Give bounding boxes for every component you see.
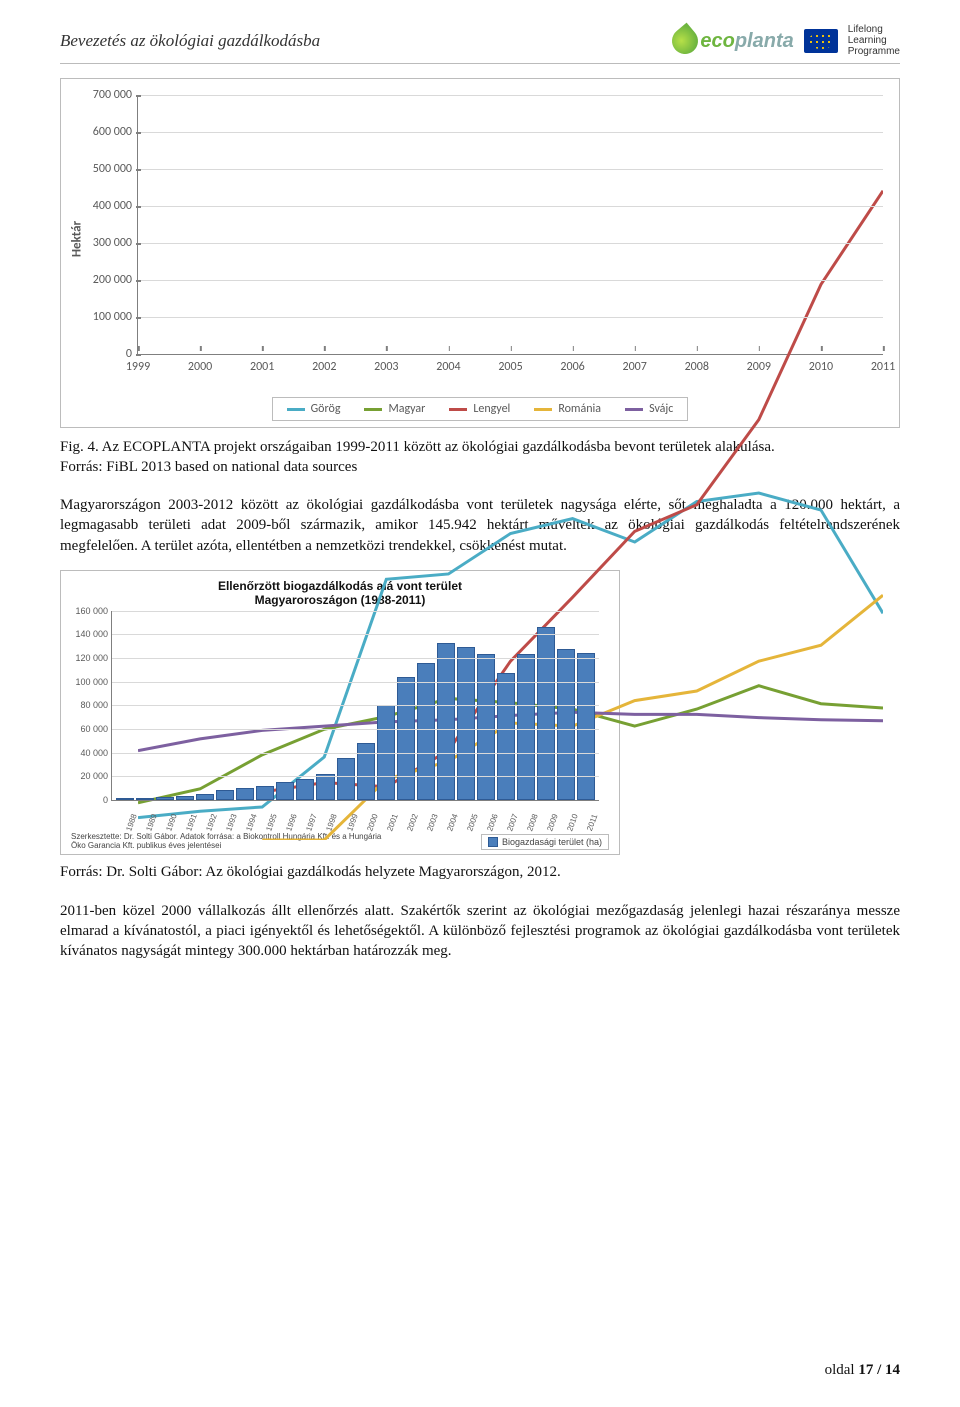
- line-chart-box: Hektár 0100 000200 000300 000400 000500 …: [60, 78, 900, 428]
- bar: 1991: [176, 796, 194, 800]
- ecoplanta-logo: ecoplanta: [672, 28, 793, 54]
- page: Bevezetés az ökológiai gazdálkodásba eco…: [0, 0, 960, 1407]
- bar: 2009: [537, 627, 555, 799]
- bar: 2002: [397, 677, 415, 800]
- bar: 1999: [337, 758, 355, 799]
- bar: 1993: [216, 790, 234, 799]
- bar-source: Forrás: Dr. Solti Gábor: Az ökológiai ga…: [60, 863, 900, 883]
- page-footer: oldal 17 / 14: [825, 1362, 900, 1379]
- bar: 1988: [116, 798, 134, 800]
- doc-title: Bevezetés az ökológiai gazdálkodásba: [60, 31, 320, 51]
- bar: 2006: [477, 654, 495, 799]
- bar: 1992: [196, 794, 214, 800]
- bar: 2007: [497, 673, 515, 799]
- bar: 1989: [136, 798, 154, 800]
- bar: 2008: [517, 654, 535, 799]
- header: Bevezetés az ökológiai gazdálkodásba eco…: [60, 24, 900, 64]
- bar-plot: 1988198919901991199219931994199519961997…: [111, 611, 599, 801]
- eu-flag-icon: [804, 29, 838, 53]
- bar: 1990: [156, 797, 174, 799]
- bar: 1996: [276, 782, 294, 800]
- plot-area: 0100 000200 000300 000400 000500 000600 …: [137, 95, 883, 355]
- paragraph-2: 2011-ben közel 2000 vállalkozás állt ell…: [60, 901, 900, 962]
- bar: 1995: [256, 786, 274, 800]
- bar: 1997: [296, 779, 314, 800]
- y-axis-label: Hektár: [70, 221, 85, 257]
- leaf-icon: [667, 22, 704, 59]
- bar: 2003: [417, 663, 435, 800]
- bar: 1994: [236, 788, 254, 800]
- bar: 2011: [577, 653, 595, 799]
- line-chart: Hektár 0100 000200 000300 000400 000500 …: [117, 89, 889, 389]
- logo-group: ecoplanta Lifelong Learning Programme: [672, 24, 900, 57]
- bar: 1998: [316, 774, 334, 800]
- llp-text: Lifelong Learning Programme: [848, 24, 900, 57]
